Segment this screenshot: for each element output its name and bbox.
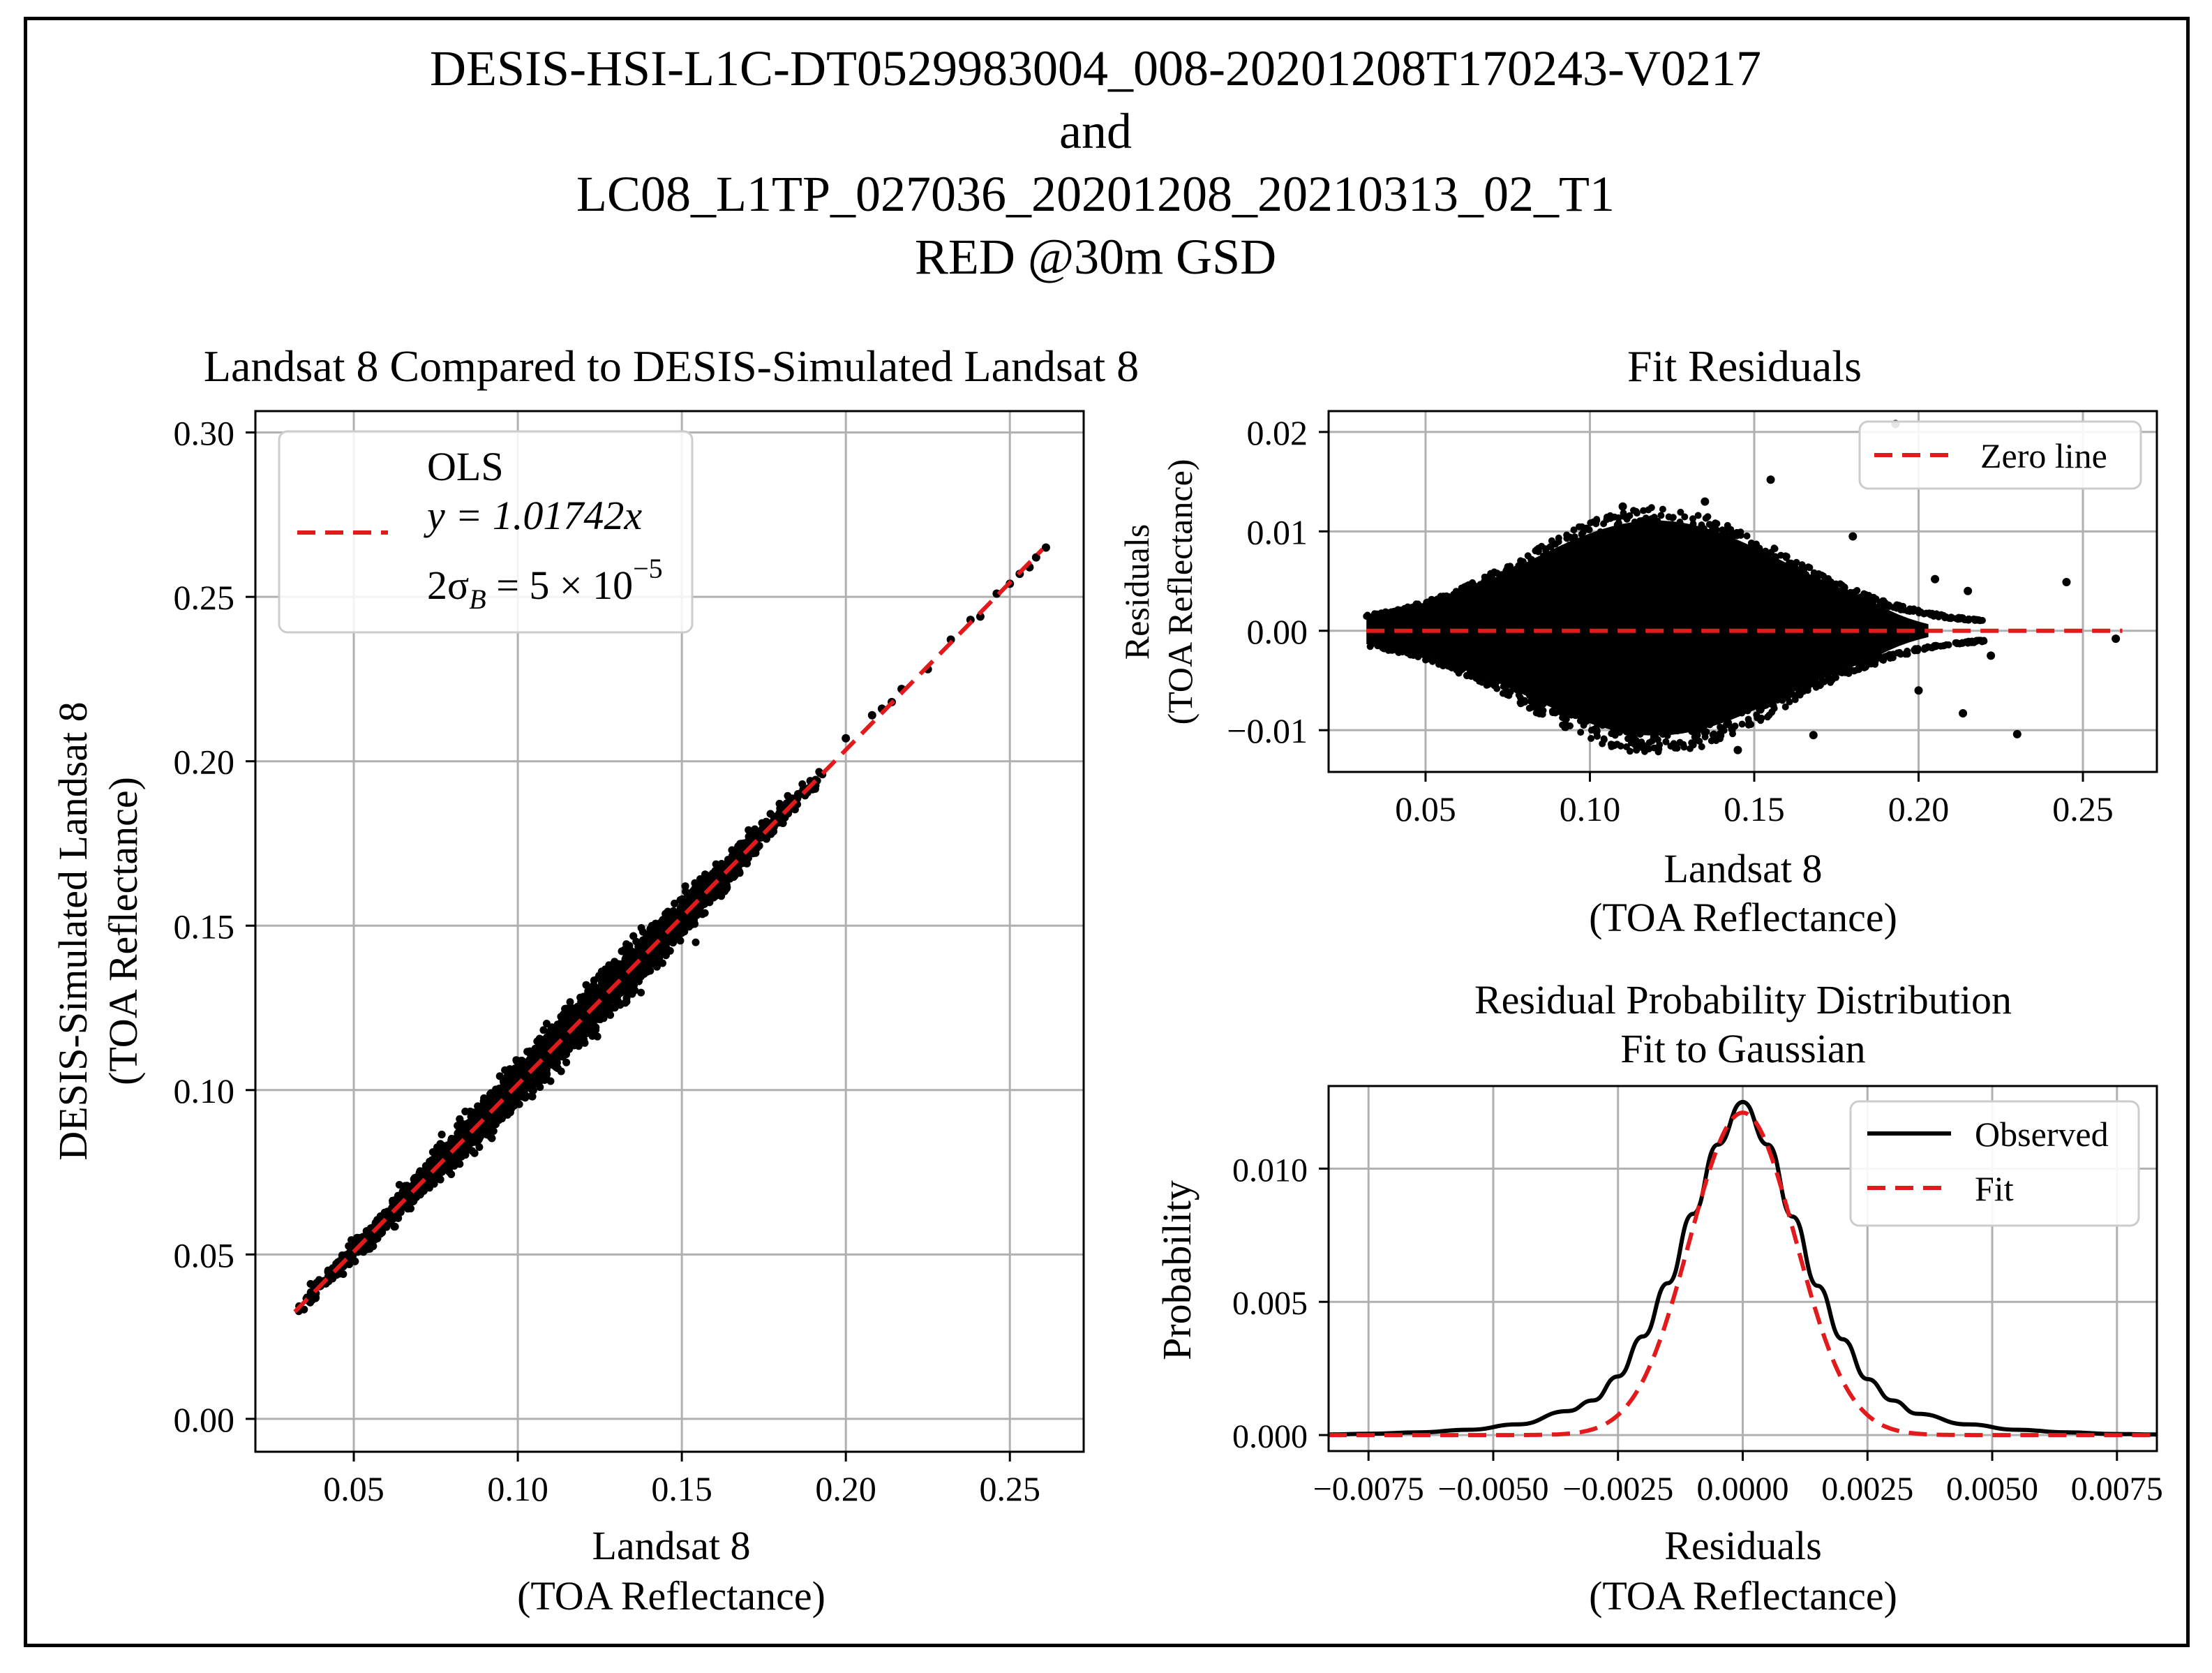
scatter-point [470, 1149, 479, 1157]
scatter-point [456, 1115, 464, 1123]
scatter-point [395, 1181, 403, 1189]
scatter-point [613, 1000, 621, 1009]
scatter-point [369, 1242, 378, 1250]
scatter-point [571, 1004, 580, 1012]
scatter-ytick-label: 0.25 [174, 578, 235, 617]
scatter-point [652, 919, 660, 928]
scatter-point [438, 1131, 446, 1138]
scatter-point [528, 1086, 536, 1094]
figure-title: DESIS-HSI-L1C-DT0529983004_008-20201208T… [430, 40, 1761, 285]
scatter-point [657, 925, 666, 933]
scatter-xtick-label: 0.25 [979, 1469, 1040, 1508]
scatter-point [637, 988, 645, 997]
scatter-point [461, 1108, 470, 1115]
scatter-point [777, 819, 786, 827]
scatter-point [634, 949, 641, 958]
scatter-ytick-label: 0.30 [174, 414, 235, 453]
figure-title-line-1: DESIS-HSI-L1C-DT0529983004_008-20201208T… [430, 40, 1761, 96]
scatter-point [691, 879, 699, 887]
scatter-point [329, 1274, 337, 1283]
scatter-point [696, 875, 704, 883]
scatter-point [775, 800, 784, 808]
scatter-point [436, 1140, 444, 1148]
scatter-point [488, 1134, 496, 1143]
scatter-point [662, 951, 670, 960]
scatter-point [676, 896, 685, 904]
scatter-point [570, 1041, 578, 1050]
scatter-point [604, 1004, 613, 1012]
scatter-point [716, 883, 724, 891]
scatter-point [300, 1305, 308, 1314]
scatter-point [652, 925, 659, 934]
scatter-point [562, 1058, 571, 1066]
scatter-point [401, 1182, 410, 1191]
scatter-point [611, 958, 619, 966]
scatter-xtick-label: 0.05 [323, 1469, 384, 1508]
scatter-point [528, 1092, 536, 1101]
scatter-point [656, 958, 664, 966]
scatter-point [637, 924, 645, 932]
scatter-ytick-label: 0.20 [174, 743, 235, 782]
scatter-point [539, 1026, 548, 1034]
scatter-point [647, 933, 655, 942]
scatter-point [758, 819, 766, 827]
scatter-xtick-label: 0.15 [651, 1469, 712, 1508]
scatter-ytick-label: 0.00 [174, 1400, 235, 1439]
scatter-point [692, 938, 700, 946]
scatter-point [711, 867, 719, 875]
scatter-point [617, 983, 625, 992]
scatter-point [766, 810, 775, 818]
scatter-point [306, 1280, 315, 1288]
figure-title-line-4: RED @30m GSD [915, 229, 1276, 285]
scatter-point [742, 859, 751, 868]
scatter-point [475, 1143, 484, 1151]
scatter-xtick-label: 0.20 [815, 1469, 876, 1508]
scatter-point [430, 1180, 438, 1188]
scatter-xtick-label: 0.10 [487, 1469, 548, 1508]
figure-frame [24, 17, 2190, 1647]
scatter-point [391, 1223, 399, 1230]
scatter-title: Landsat 8 Compared to DESIS-Simulated La… [204, 341, 1139, 391]
scatter-point [671, 900, 679, 907]
scatter-point [593, 1032, 601, 1041]
scatter-point [582, 981, 590, 989]
scatter-ytick-label: 0.15 [174, 907, 235, 946]
scatter-ytick-label: 0.10 [174, 1071, 235, 1110]
scatter-point [622, 940, 631, 949]
scatter-point [590, 976, 598, 985]
scatter-ticks: 0.05 0.10 0.15 0.20 0.25 0.00 0.05 0.10 0.15 0.20… [174, 414, 1040, 1508]
scatter-point [726, 875, 734, 883]
scatter-point [701, 870, 709, 879]
scatter-point [535, 1048, 544, 1056]
scatter-point [622, 988, 631, 996]
scatter-ytick-label: 0.05 [174, 1235, 235, 1274]
scatter-point [681, 882, 689, 891]
scatter-point [436, 1175, 444, 1184]
figure-title-line-2: and [1059, 103, 1132, 159]
scatter-panel: Landsat 8 Compared to DESIS-Simulated La… [50, 341, 1139, 1619]
figure-title-line-3: LC08_L1TP_027036_20201208_20210313_02_T1 [576, 166, 1615, 222]
scatter-point [622, 994, 631, 1002]
